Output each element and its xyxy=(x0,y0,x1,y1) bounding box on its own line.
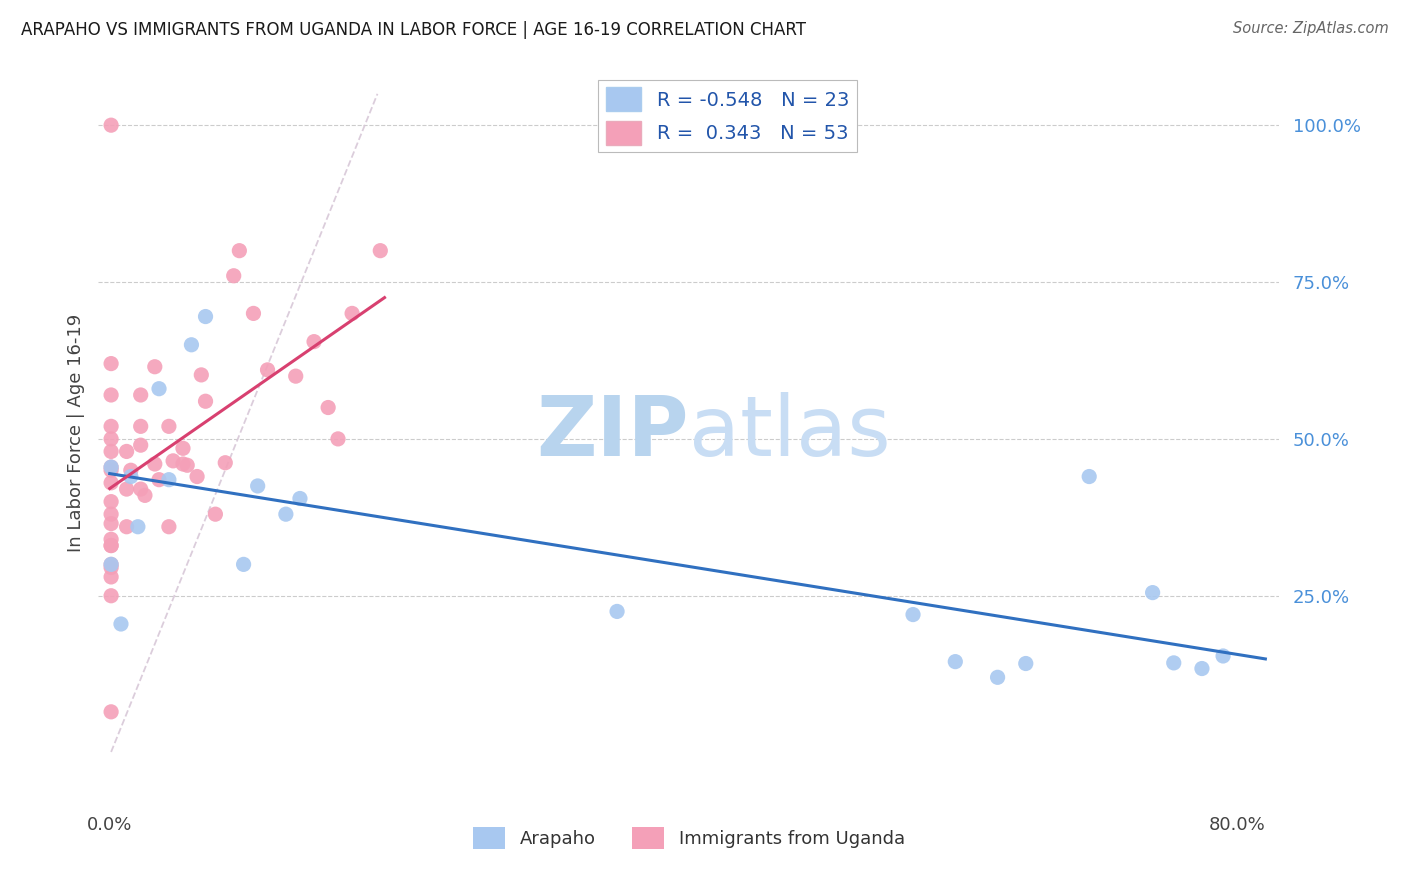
Point xyxy=(127,520,149,534)
Point xyxy=(228,244,250,258)
Point xyxy=(134,488,156,502)
Point xyxy=(110,617,132,632)
Point xyxy=(115,444,138,458)
Point xyxy=(326,432,349,446)
Point xyxy=(1191,661,1213,675)
Point xyxy=(194,310,217,324)
Point xyxy=(186,469,208,483)
Point xyxy=(222,268,245,283)
Point xyxy=(1163,656,1185,670)
Text: ZIP: ZIP xyxy=(537,392,689,473)
Point xyxy=(302,334,325,349)
Point xyxy=(143,457,166,471)
Point xyxy=(100,388,122,402)
Point xyxy=(987,670,1010,684)
Point xyxy=(100,539,122,553)
Point xyxy=(284,369,307,384)
Point xyxy=(901,607,924,622)
Point xyxy=(100,460,122,475)
Point xyxy=(316,401,339,415)
Point xyxy=(148,382,170,396)
Point xyxy=(100,558,122,572)
Point xyxy=(172,457,194,471)
Point xyxy=(190,368,212,382)
Point xyxy=(100,432,122,446)
Point xyxy=(242,306,264,320)
Point xyxy=(288,491,311,506)
Point xyxy=(340,306,363,320)
Point xyxy=(100,357,122,371)
Point xyxy=(100,463,122,477)
Point xyxy=(1015,657,1038,671)
Point xyxy=(115,520,138,534)
Point xyxy=(100,539,122,553)
Point xyxy=(100,558,122,572)
Point xyxy=(115,482,138,496)
Point xyxy=(162,454,184,468)
Point xyxy=(172,442,194,456)
Point xyxy=(100,507,122,521)
Point xyxy=(100,419,122,434)
Point xyxy=(143,359,166,374)
Point xyxy=(129,438,152,452)
Point xyxy=(100,516,122,531)
Point xyxy=(148,473,170,487)
Point xyxy=(100,589,122,603)
Text: atlas: atlas xyxy=(689,392,890,473)
Legend: Arapaho, Immigrants from Uganda: Arapaho, Immigrants from Uganda xyxy=(465,821,912,856)
Point xyxy=(274,507,297,521)
Point xyxy=(176,458,198,473)
Point xyxy=(100,118,122,132)
Point xyxy=(120,463,142,477)
Point xyxy=(606,604,628,618)
Point xyxy=(232,558,254,572)
Point xyxy=(100,533,122,547)
Point xyxy=(246,479,269,493)
Point xyxy=(1078,469,1101,483)
Point xyxy=(100,460,122,475)
Point xyxy=(157,473,180,487)
Point xyxy=(943,655,966,669)
Point xyxy=(1212,648,1234,663)
Point xyxy=(180,338,202,352)
Point xyxy=(157,419,180,434)
Point xyxy=(100,475,122,490)
Point xyxy=(100,705,122,719)
Point xyxy=(157,520,180,534)
Point xyxy=(129,482,152,496)
Point xyxy=(120,469,142,483)
Text: Source: ZipAtlas.com: Source: ZipAtlas.com xyxy=(1233,21,1389,36)
Point xyxy=(368,244,391,258)
Point xyxy=(204,507,226,521)
Point xyxy=(214,456,236,470)
Point xyxy=(129,388,152,402)
Point xyxy=(100,494,122,508)
Text: ARAPAHO VS IMMIGRANTS FROM UGANDA IN LABOR FORCE | AGE 16-19 CORRELATION CHART: ARAPAHO VS IMMIGRANTS FROM UGANDA IN LAB… xyxy=(21,21,806,38)
Point xyxy=(1142,585,1164,599)
Point xyxy=(256,363,278,377)
Point xyxy=(194,394,217,409)
Point xyxy=(100,560,122,574)
Point xyxy=(100,444,122,458)
Y-axis label: In Labor Force | Age 16-19: In Labor Force | Age 16-19 xyxy=(66,313,84,552)
Point xyxy=(129,419,152,434)
Point xyxy=(100,570,122,584)
